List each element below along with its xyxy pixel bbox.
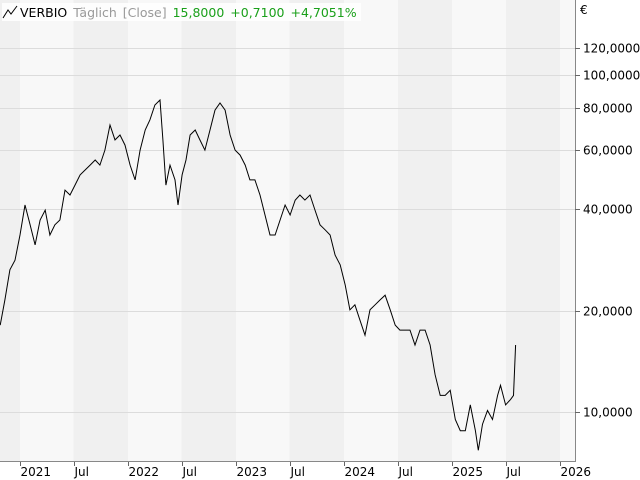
period-band: [344, 0, 398, 461]
instrument-name: VERBIO: [20, 4, 68, 20]
x-axis-ticks: 2021 Jul 2022 Jul 2023 Jul 2024 Jul 2025 Jul 2026: [20, 462, 592, 479]
x-tick-label: 2021: [21, 465, 52, 479]
x-tick-label: Jul: [74, 465, 89, 479]
last-price: 15,8000: [172, 4, 225, 20]
line-chart-icon: [2, 5, 18, 19]
interval-label: Täglich: [73, 4, 117, 20]
price-change: +0,7100: [230, 4, 285, 20]
x-tick-label: Jul: [398, 465, 413, 479]
mode-label: [Close]: [122, 4, 167, 20]
y-axis-ticks: 10,0000 20,0000 40,0000 60,0000 80,0000 100,0…: [575, 42, 640, 420]
y-tick-label: 80,0000: [583, 102, 633, 116]
period-band: [128, 0, 182, 461]
y-tick-label: 120,0000: [583, 42, 640, 56]
period-band: [236, 0, 290, 461]
period-band: [505, 0, 561, 461]
currency-label: €: [580, 3, 588, 17]
y-tick-label: 10,0000: [583, 406, 633, 420]
period-band: [560, 0, 575, 461]
period-bands: [0, 0, 575, 461]
period-band: [289, 0, 344, 461]
price-series: [0, 98, 517, 451]
period-band: [0, 0, 20, 461]
x-tick-label: Jul: [290, 465, 305, 479]
x-tick-label: Jul: [506, 465, 521, 479]
period-band: [73, 0, 128, 461]
x-tick-label: 2024: [345, 465, 376, 479]
x-tick-label: 2023: [237, 465, 268, 479]
x-tick-label: Jul: [182, 465, 197, 479]
y-tick-label: 100,0000: [583, 69, 640, 83]
x-tick-label: 2025: [453, 465, 484, 479]
price-change-pct: +4,7051%: [290, 4, 357, 20]
y-tick-label: 60,0000: [583, 144, 633, 158]
period-band: [20, 0, 74, 461]
x-tick-label: 2022: [129, 465, 160, 479]
chart-header: VERBIO Täglich [Close] 15,8000 +0,7100 +…: [2, 3, 361, 21]
period-band: [397, 0, 453, 461]
y-tick-label: 20,0000: [583, 305, 633, 319]
y-tick-label: 40,0000: [583, 203, 633, 217]
price-line: [0, 98, 517, 451]
x-tick-label: 2026: [561, 465, 592, 479]
period-band: [452, 0, 506, 461]
period-band: [181, 0, 236, 461]
